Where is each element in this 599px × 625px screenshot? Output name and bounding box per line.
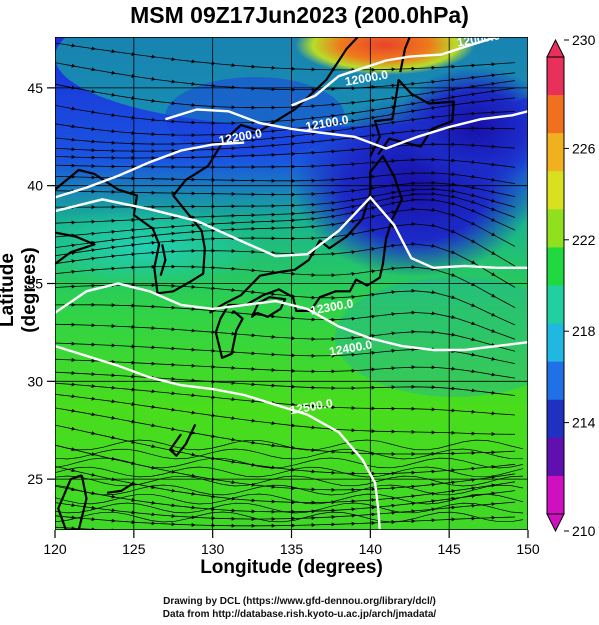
colorbar-segment [547,323,564,363]
height-contour-line [55,344,381,530]
colorbar-tick-label: 230 [572,32,596,48]
latitude-ticks: 25 30 35 40 45 [27,80,55,487]
streamline [55,511,524,523]
height-contour-line [55,282,528,352]
coastline-segment [106,482,135,494]
x-tick-label: 150 [516,541,540,557]
x-tick-label: 140 [359,541,383,557]
footer-credit-data: Data from http://database.rish.kyoto-u.a… [162,609,437,620]
graticule [55,37,528,530]
colorbar-segment [547,437,564,477]
streamline [55,475,524,487]
colorbar-segment [547,133,564,172]
coastline-segment [169,423,197,457]
colorbar-segment [547,285,564,325]
streamline [55,457,524,469]
coastline-segment [208,155,403,359]
colorbar-frame [546,56,565,515]
x-tick-label: 125 [122,541,146,557]
coastline-segment [369,78,455,157]
y-tick-label: 30 [27,373,43,389]
x-tick-label: 130 [201,541,225,557]
height-contour-line [165,108,528,150]
colorbar-segment [547,171,564,210]
streamline [55,502,524,514]
x-tick-label: 135 [280,541,304,557]
colorbar-tick-label: 214 [572,415,596,431]
x-tick-label: 120 [43,541,67,557]
colorbar-segment [547,475,564,515]
coastline-segment [55,37,359,295]
colorbar-segment [547,95,564,134]
streamline [55,302,516,340]
x-axis-label: Longitude (degrees) [200,557,383,578]
streamline [55,439,524,451]
y-axis-label: Latitude (degrees) [0,247,40,333]
streamline [55,157,516,170]
colorbar-segment [547,57,564,96]
streamline [55,448,524,460]
longitude-ticks: 120 125 130 135 140 145 150 [43,530,540,557]
height-contour-line [55,195,528,270]
y-tick-label: 45 [27,80,43,96]
colorbar-tick-label: 218 [572,323,596,339]
colorbar-segment [547,399,564,439]
wind-streamlines [55,42,524,530]
coastline-segment [159,244,167,277]
coastline-segment [399,37,411,73]
streamline [55,493,524,505]
y-tick-label: 35 [27,276,43,292]
colorbar-max-arrow [546,38,565,58]
map-plot: 12000.012100.012200.012300.012400.012500… [55,37,528,530]
colorbar-segment [547,361,564,401]
colorbar-segment [547,247,564,287]
x-tick-label: 145 [437,541,461,557]
streamline [55,484,524,496]
height-contour-line [291,37,497,107]
coastline [55,37,455,530]
streamline [55,322,516,352]
height-contour-line [55,141,245,199]
colorbar-tick-label: 210 [572,523,596,539]
y-tick-label: 40 [27,178,43,194]
y-tick-label: 25 [27,471,43,487]
coastline-segment [55,231,96,265]
height-contours [55,37,528,530]
coastline-segment [251,296,287,318]
colorbar-tick-label: 226 [572,140,596,156]
streamline [55,241,516,288]
streamline [55,357,516,379]
colorbar-min-arrow [546,513,565,533]
colorbar: 230 226 222 218 214 210 [546,32,596,539]
colorbar-tick-label: 222 [572,232,596,248]
colorbar-segment [547,209,564,249]
footer-credit-drawing: Drawing by DCL (https://www.gfd-dennou.o… [163,596,436,607]
map-title: MSM 09Z17Jun2023 (200.0hPa) [130,2,469,28]
streamline [55,466,524,478]
